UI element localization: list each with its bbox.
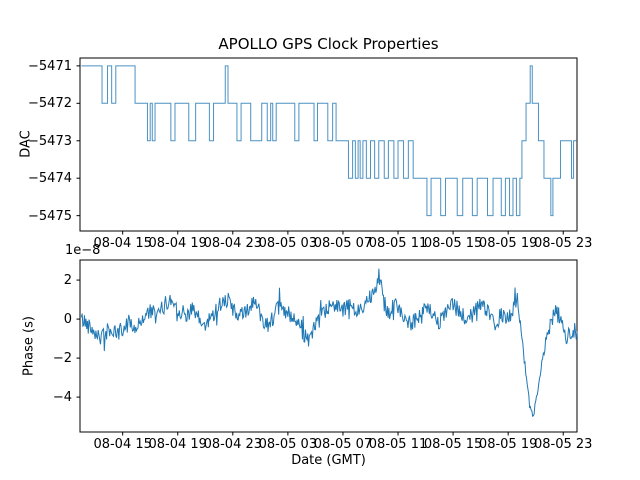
y-tick-label: −2 bbox=[52, 351, 72, 367]
x-tick-label: 08-05 07 bbox=[313, 437, 373, 452]
x-tick-label: 08-05 07 bbox=[313, 236, 373, 251]
x-tick-label: 08-05 11 bbox=[368, 437, 428, 452]
figure-title: APOLLO GPS Clock Properties bbox=[218, 35, 439, 53]
x-tick-label: 08-05 11 bbox=[368, 236, 428, 251]
y-tick-label: −5471 bbox=[28, 58, 72, 74]
x-tick-label: 08-05 23 bbox=[533, 437, 593, 452]
x-tick-label: 08-05 23 bbox=[533, 236, 593, 251]
y-tick-label: 0 bbox=[63, 312, 72, 328]
x-axis-label: Date (GMT) bbox=[291, 453, 366, 468]
y-tick-label: −5473 bbox=[28, 133, 72, 149]
x-tick-label: 08-05 03 bbox=[258, 437, 318, 452]
phase-noise-line bbox=[80, 268, 578, 418]
x-tick-label: 08-05 19 bbox=[478, 437, 538, 452]
x-tick-label: 08-05 03 bbox=[258, 236, 318, 251]
x-tick-label: 08-04 15 bbox=[93, 437, 152, 452]
y-tick-label: −5474 bbox=[28, 171, 72, 187]
x-tick-label: 08-04 23 bbox=[203, 437, 263, 452]
x-tick-label: 08-04 19 bbox=[148, 437, 207, 452]
y-tick-label: 2 bbox=[63, 273, 72, 289]
x-tick-label: 08-04 19 bbox=[148, 236, 207, 251]
y-tick-label: −4 bbox=[52, 390, 72, 406]
y-axis-offset-text: 1e−8 bbox=[65, 243, 101, 258]
x-tick-label: 08-04 15 bbox=[93, 236, 152, 251]
x-tick-label: 08-04 23 bbox=[203, 236, 263, 251]
y-tick-label: −5472 bbox=[28, 96, 72, 112]
x-tick-label: 08-05 15 bbox=[423, 437, 483, 452]
x-tick-label: 08-05 19 bbox=[478, 236, 538, 251]
dac-step-line bbox=[81, 65, 577, 217]
top-axes-border bbox=[79, 57, 578, 232]
x-tick-label: 08-05 15 bbox=[423, 236, 483, 251]
bottom-axes-border bbox=[79, 259, 578, 433]
y-tick-label: −5475 bbox=[28, 208, 72, 224]
